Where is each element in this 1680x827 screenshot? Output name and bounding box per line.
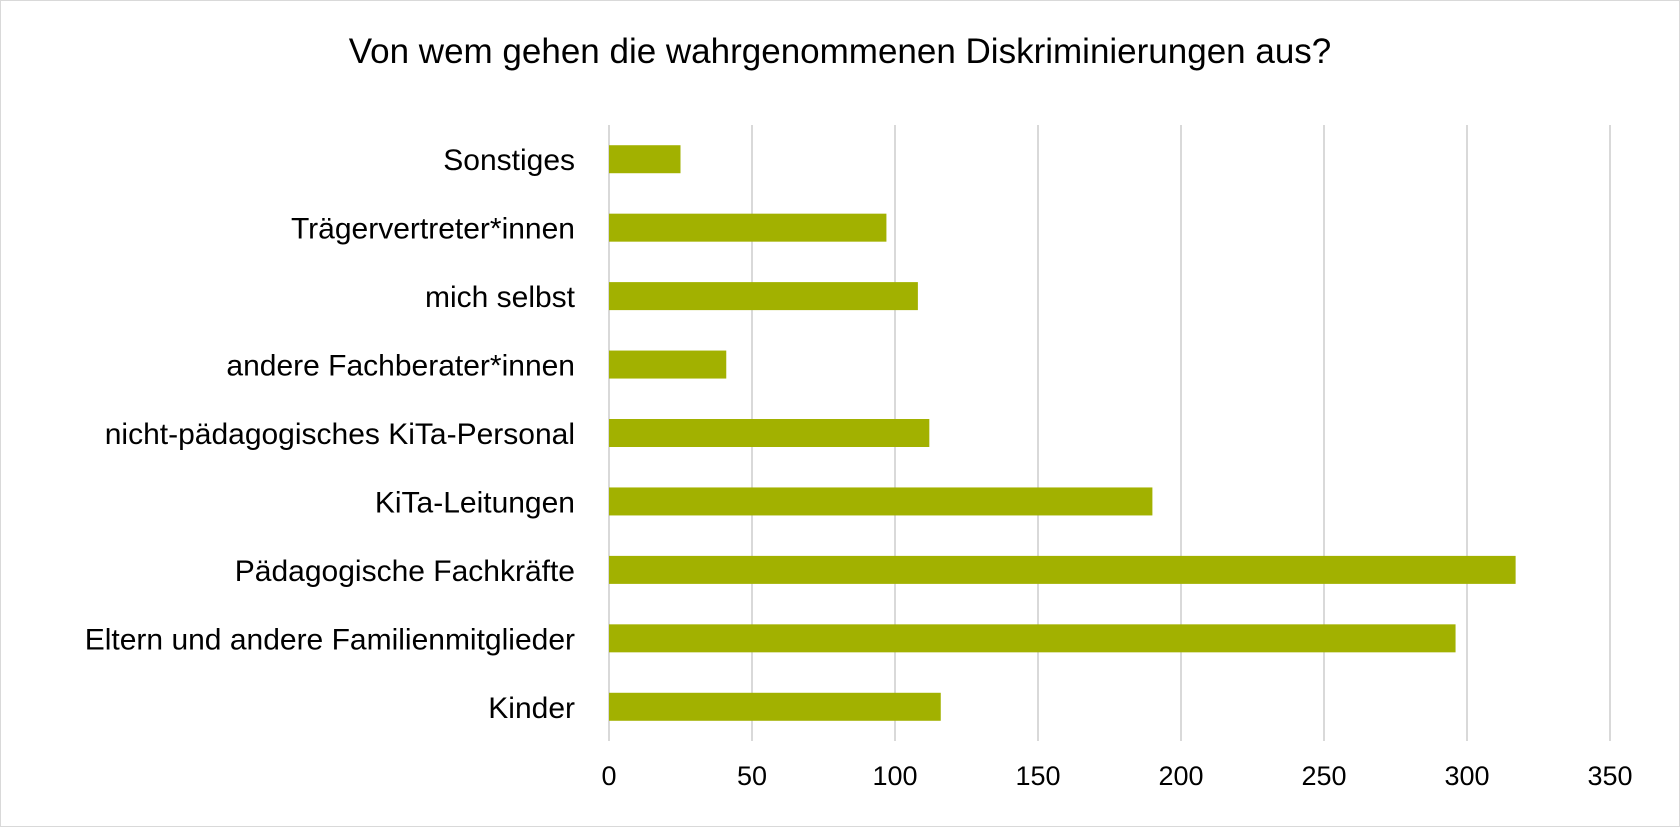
x-axis-ticks: 0 50 100 150 200 250 300 350 (601, 761, 1632, 791)
x-tick-label: 100 (872, 761, 917, 791)
category-label: Sonstiges (443, 144, 575, 177)
bars (609, 145, 1516, 721)
x-tick-label: 200 (1158, 761, 1203, 791)
category-label: mich selbst (425, 281, 576, 314)
category-label: andere Fachberater*innen (226, 350, 575, 383)
bar (609, 213, 887, 242)
bar (609, 419, 930, 447)
chart-title: Von wem gehen die wahrgenommenen Diskrim… (348, 32, 1332, 71)
x-tick-label: 0 (601, 761, 616, 791)
x-tick-label: 350 (1587, 761, 1632, 791)
category-label: Kinder (488, 692, 575, 725)
bar (609, 145, 681, 174)
bar (609, 624, 1456, 653)
x-tick-label: 300 (1444, 761, 1489, 791)
x-tick-label: 250 (1301, 761, 1346, 791)
x-tick-label: 150 (1015, 761, 1060, 791)
x-tick-label: 50 (737, 761, 767, 791)
bar (609, 692, 941, 721)
category-labels: Kinder Eltern und andere Familienmitglied… (85, 144, 576, 725)
category-label: Pädagogische Fachkräfte (235, 555, 575, 588)
category-label: KiTa-Leitungen (375, 486, 575, 519)
category-label: Trägervertreter*innen (291, 213, 575, 246)
category-label: Eltern und andere Familienmitglieder (85, 623, 575, 656)
bar (609, 487, 1153, 516)
bar (609, 555, 1516, 584)
bar (609, 350, 727, 379)
category-label: nicht-pädagogisches KiTa-Personal (105, 418, 575, 451)
bar (609, 282, 918, 311)
